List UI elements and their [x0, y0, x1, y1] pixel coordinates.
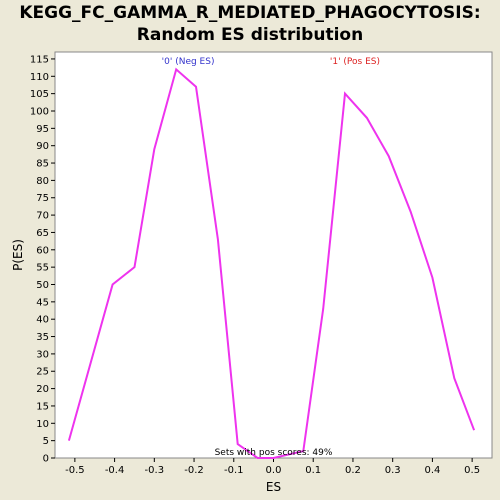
- x-tick-label: 0.0: [266, 465, 282, 476]
- plot-area: [54, 51, 493, 459]
- x-tick-label: -0.1: [224, 465, 244, 476]
- y-tick-label: 90: [36, 141, 49, 152]
- y-tick-label: 35: [36, 332, 49, 343]
- tick-layer: 0 5 10 15 20 25 30 35 40 45 50 55 60 65 70 75 80 85 90 95 10…: [30, 54, 480, 476]
- y-tick-label: 50: [36, 280, 49, 291]
- y-axis-label: P(ES): [11, 239, 25, 271]
- x-tick-label: -0.2: [184, 465, 204, 476]
- y-tick-label: 10: [36, 419, 49, 430]
- legend-pos-label: '1' (Pos ES): [330, 57, 380, 67]
- y-tick-label: 25: [36, 367, 49, 378]
- y-tick-label: 0: [43, 454, 49, 465]
- x-tick-label: 0.5: [464, 465, 480, 476]
- series-line: [67, 67, 476, 459]
- x-tick-label: 0.4: [424, 465, 440, 476]
- x-tick-label: 0.2: [345, 465, 361, 476]
- y-tick-label: 85: [36, 159, 49, 170]
- y-tick-label: 60: [36, 245, 49, 256]
- x-tick-label: 0.3: [385, 465, 401, 476]
- y-tick-label: 55: [36, 263, 49, 274]
- chart-subtitle: Random ES distribution: [136, 25, 364, 45]
- y-tick-label: 20: [36, 384, 49, 395]
- x-tick-label: -0.4: [105, 465, 125, 476]
- y-tick-label: 80: [36, 176, 49, 187]
- x-axis-label: ES: [266, 480, 281, 494]
- y-tick-label: 100: [30, 106, 49, 117]
- y-tick-label: 65: [36, 228, 49, 239]
- y-tick-label: 40: [36, 315, 49, 326]
- y-tick-label: 95: [36, 124, 49, 135]
- pos-score-annotation: Sets with pos scores: 49%: [215, 448, 333, 458]
- legend-neg-label: '0' (Neg ES): [162, 57, 215, 67]
- y-tick-label: 45: [36, 297, 49, 308]
- y-tick-label: 105: [30, 89, 49, 100]
- chart-title: KEGG_FC_GAMMA_R_MEDIATED_PHAGOCYTOSIS:: [19, 3, 481, 23]
- y-tick-label: 115: [30, 54, 49, 65]
- y-tick-label: 110: [30, 72, 49, 83]
- y-tick-label: 30: [36, 349, 49, 360]
- y-tick-label: 15: [36, 401, 49, 412]
- x-tick-label: -0.3: [145, 465, 165, 476]
- y-tick-label: 75: [36, 193, 49, 204]
- x-tick-label: -0.5: [65, 465, 85, 476]
- y-tick-label: 70: [36, 211, 49, 222]
- x-tick-label: 0.1: [305, 465, 321, 476]
- y-tick-label: 5: [43, 436, 49, 447]
